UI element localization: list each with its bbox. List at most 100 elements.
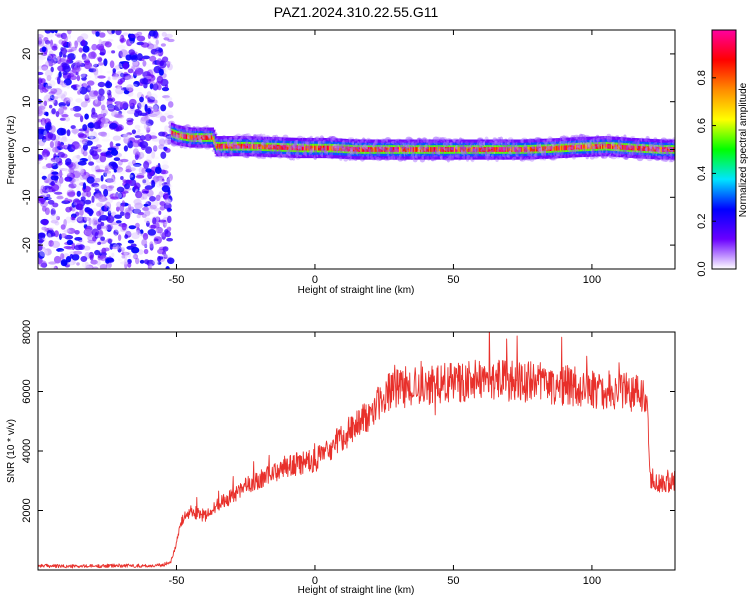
noise-blob bbox=[121, 251, 130, 256]
noise-blob bbox=[152, 83, 159, 91]
ridge-cell bbox=[385, 147, 388, 152]
noise-blob bbox=[112, 225, 121, 230]
ridge-cell bbox=[440, 147, 442, 152]
noise-blob bbox=[147, 107, 152, 115]
noise-blob bbox=[50, 30, 56, 34]
noise-blob bbox=[39, 172, 45, 176]
noise-blob bbox=[83, 216, 91, 221]
noise-blob bbox=[133, 198, 142, 206]
noise-blob bbox=[112, 68, 117, 73]
ridge-cell bbox=[593, 144, 596, 149]
ridge-cell bbox=[326, 145, 329, 151]
noise-blob bbox=[38, 105, 46, 111]
noise-blob bbox=[130, 93, 138, 99]
noise-blob bbox=[75, 203, 84, 211]
noise-blob bbox=[145, 63, 151, 69]
noise-blob bbox=[154, 166, 162, 174]
ridge-cell bbox=[450, 147, 452, 152]
noise-blob bbox=[166, 177, 172, 185]
noise-blob bbox=[60, 233, 67, 239]
ridge-cell bbox=[279, 144, 282, 150]
ridge-halo bbox=[672, 156, 675, 161]
noise-blob bbox=[160, 43, 166, 47]
noise-blob bbox=[70, 107, 76, 111]
heatmap-y-axis-label: Frequency (Hz) bbox=[6, 116, 17, 185]
noise-blob bbox=[112, 244, 120, 251]
ridge-cell bbox=[319, 145, 322, 151]
noise-blob bbox=[77, 85, 82, 92]
noise-blob bbox=[69, 206, 73, 211]
noise-blob bbox=[87, 135, 96, 140]
noise-blob bbox=[75, 155, 80, 159]
noise-blob bbox=[164, 142, 168, 148]
colorbar-gradient bbox=[712, 30, 736, 269]
noise-blob bbox=[147, 96, 156, 103]
noise-blob bbox=[79, 71, 86, 79]
noise-blob bbox=[54, 191, 63, 195]
ridge-cell bbox=[352, 146, 355, 152]
noise-blob bbox=[159, 201, 166, 207]
noise-blob bbox=[131, 55, 138, 62]
ridge-cell bbox=[243, 143, 246, 149]
ridge-cell bbox=[495, 147, 497, 152]
noise-blob bbox=[41, 46, 47, 53]
noise-blob bbox=[38, 34, 44, 39]
ridge-cell bbox=[280, 145, 283, 150]
noise-blob bbox=[40, 185, 46, 192]
noise-blob bbox=[137, 128, 141, 133]
noise-blob bbox=[139, 112, 148, 117]
noise-blob bbox=[91, 195, 95, 203]
noise-blob bbox=[96, 202, 103, 207]
noise-blob bbox=[97, 62, 104, 66]
noise-blob bbox=[163, 202, 172, 210]
ridge-cell bbox=[250, 143, 253, 149]
noise-blob bbox=[162, 192, 169, 201]
ridge-cell bbox=[443, 147, 446, 152]
noise-blob bbox=[54, 30, 58, 34]
noise-blob bbox=[139, 106, 144, 112]
ridge-cell bbox=[466, 147, 469, 152]
ridge-cell bbox=[323, 145, 325, 151]
noise-blob bbox=[64, 116, 71, 122]
noise-blob bbox=[130, 243, 137, 248]
noise-blob bbox=[164, 223, 170, 229]
x-tick-label: 50 bbox=[447, 575, 459, 587]
noise-blob bbox=[161, 185, 171, 193]
ridge-cell bbox=[573, 145, 576, 150]
ridge-cell bbox=[569, 145, 572, 150]
noise-blob bbox=[38, 133, 45, 140]
noise-blob bbox=[135, 175, 145, 179]
ridge-cell bbox=[170, 130, 173, 136]
noise-blob bbox=[67, 41, 72, 49]
ridge-cell bbox=[391, 147, 394, 152]
chart-title: PAZ1.2024.310.22.55.G11 bbox=[274, 4, 439, 20]
y-tick-label: -20 bbox=[21, 237, 33, 253]
noise-blob bbox=[142, 179, 147, 184]
ridge-cell bbox=[400, 147, 403, 152]
noise-blob bbox=[143, 115, 150, 121]
noise-blob bbox=[97, 75, 106, 79]
noise-blob bbox=[140, 116, 149, 125]
ridge-cell bbox=[377, 147, 380, 152]
ridge-cell bbox=[536, 146, 538, 152]
noise-blob bbox=[42, 165, 48, 170]
noise-blob bbox=[147, 74, 156, 82]
ridge-cell bbox=[175, 132, 178, 138]
noise-blob bbox=[82, 143, 88, 151]
noise-blob bbox=[80, 101, 88, 108]
ridge-cell bbox=[397, 147, 400, 152]
noise-blob bbox=[97, 119, 102, 126]
noise-blob bbox=[56, 216, 60, 221]
noise-blob bbox=[92, 217, 98, 221]
ridge-cell bbox=[278, 144, 280, 150]
noise-blob bbox=[56, 248, 65, 252]
ridge-cell bbox=[309, 145, 312, 151]
noise-blob bbox=[106, 104, 115, 109]
noise-blob bbox=[127, 239, 135, 244]
ridge-cell bbox=[380, 147, 383, 152]
ridge-cell bbox=[633, 145, 636, 151]
noise-blob bbox=[141, 238, 148, 247]
noise-blob bbox=[145, 119, 154, 126]
ridge-cell bbox=[230, 143, 233, 149]
noise-blob bbox=[110, 196, 119, 200]
